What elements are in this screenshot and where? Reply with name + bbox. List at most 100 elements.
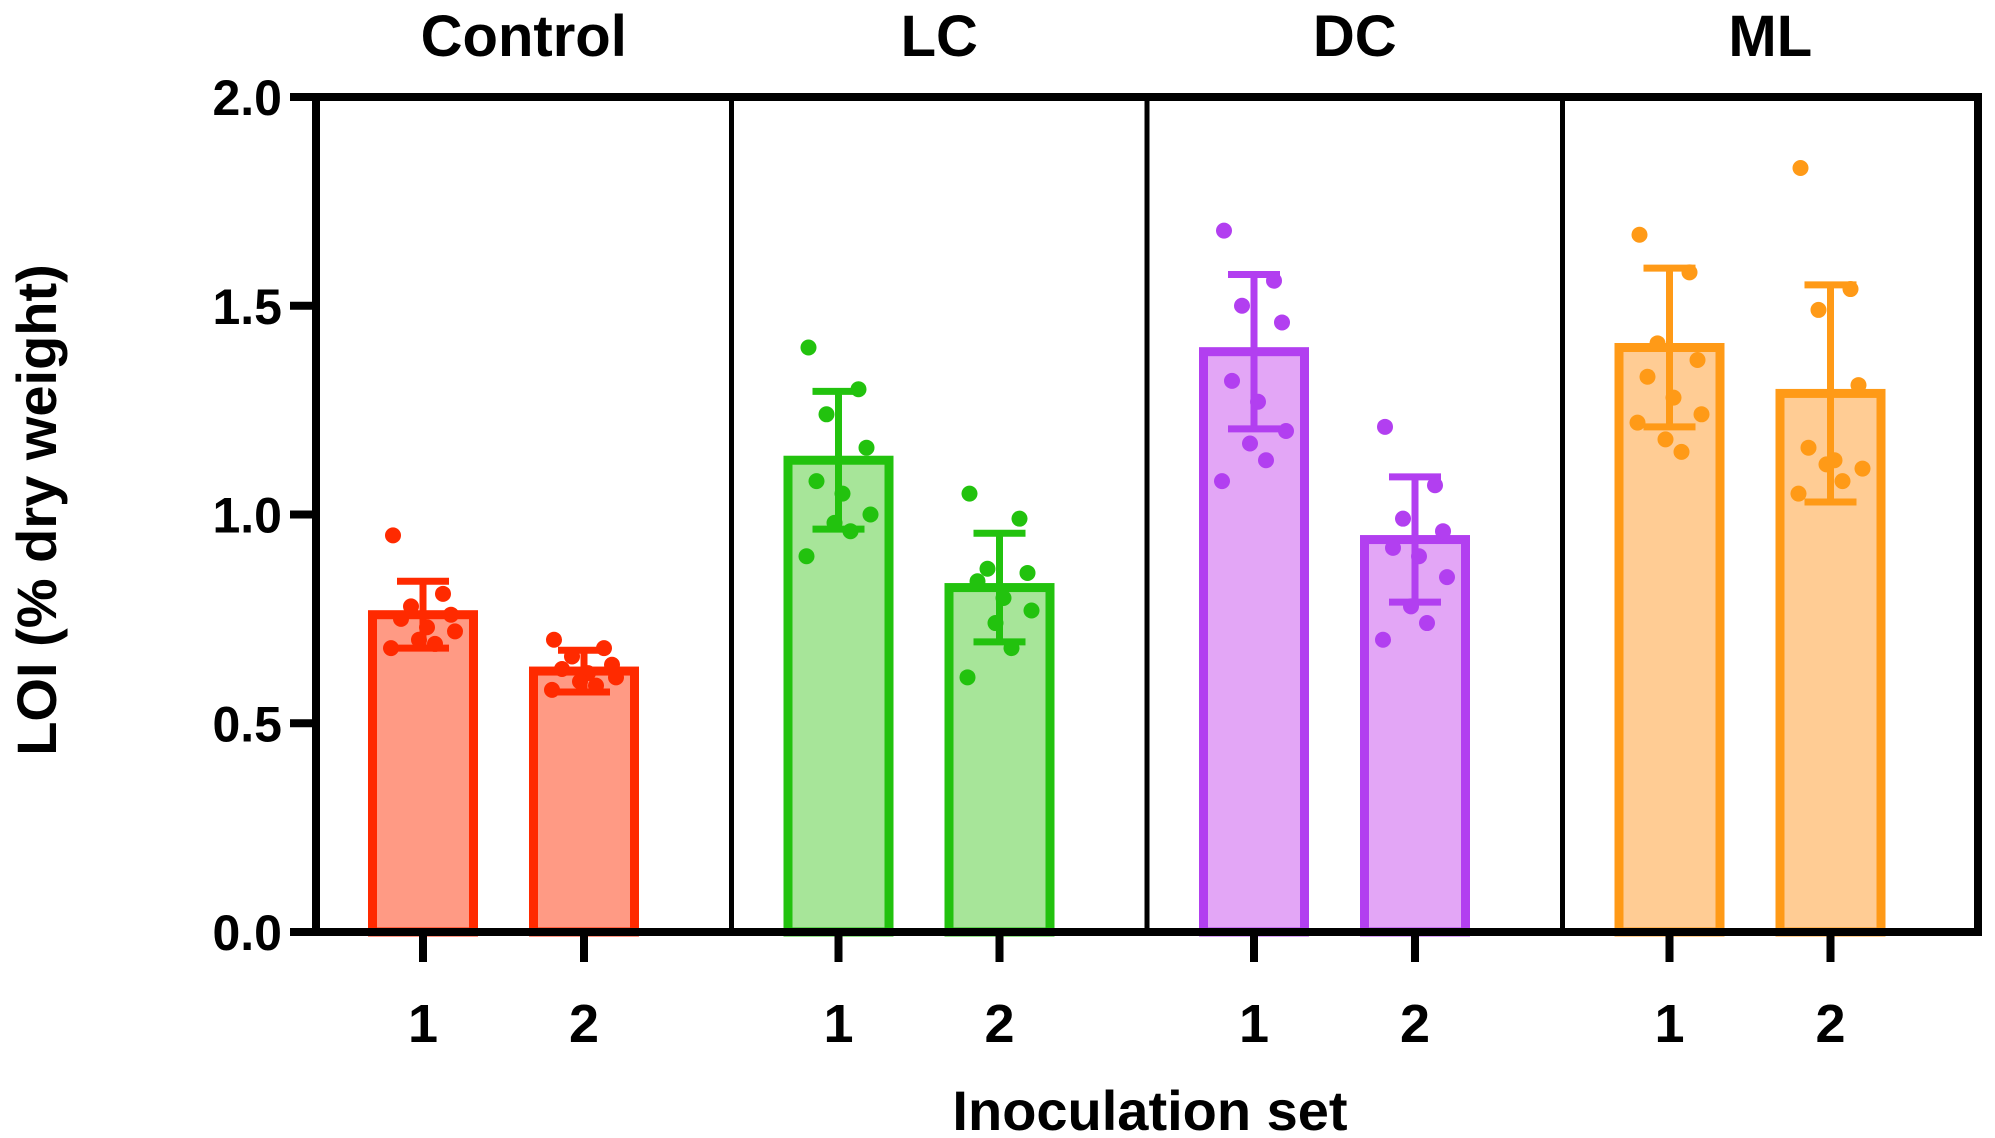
data-point [435, 585, 451, 602]
y-tick-label: 1.0 [212, 488, 282, 544]
data-point [818, 406, 835, 423]
data-point [1011, 510, 1028, 527]
data-point [959, 669, 976, 686]
bar-control-1 [368, 610, 478, 937]
data-point [1657, 431, 1674, 448]
data-point [1419, 615, 1435, 632]
data-point [385, 527, 401, 544]
data-point [604, 656, 620, 673]
y-tick-label: 0.5 [212, 696, 282, 752]
data-point [995, 590, 1012, 606]
data-point [808, 473, 825, 490]
data-point [834, 485, 851, 502]
x-axis-label: Inoculation set [952, 1079, 1347, 1138]
data-point [1003, 640, 1020, 657]
panel-title-dc: DC [1313, 4, 1397, 69]
data-point [393, 610, 409, 627]
data-point [403, 598, 419, 615]
data-point [1385, 539, 1401, 556]
data-point [826, 514, 843, 531]
x-axis: 1 2 1 2 1 2 1 2 [408, 932, 1846, 1054]
data-point [1019, 564, 1036, 581]
data-point [564, 648, 580, 665]
y-axis-label: LOI (% dry weight) [5, 264, 68, 756]
data-point [383, 640, 399, 657]
data-point [979, 560, 996, 577]
bar-lc-1 [783, 455, 894, 937]
data-point [1629, 414, 1646, 431]
data-point [447, 623, 463, 640]
data-point [987, 615, 1004, 632]
data-point [411, 631, 427, 648]
data-point [1810, 301, 1827, 318]
data-point [1242, 435, 1258, 452]
data-point [554, 660, 570, 677]
data-point [419, 619, 435, 636]
x-tick-label: 1 [823, 994, 853, 1054]
data-point [588, 677, 604, 694]
panel-title-ml: ML [1728, 4, 1812, 69]
x-tick-label: 1 [1239, 994, 1269, 1054]
data-point [1818, 456, 1835, 473]
data-point [969, 573, 986, 590]
panel-ml [1614, 159, 1886, 937]
panel-titles: Control LC DC ML [421, 4, 1812, 69]
data-point [1274, 314, 1290, 331]
data-point [961, 485, 978, 502]
panel-control [368, 527, 639, 937]
data-point [862, 506, 879, 523]
data-point [608, 669, 624, 686]
x-tick-label: 2 [1400, 994, 1430, 1054]
data-point [1681, 264, 1698, 281]
data-point [1665, 389, 1682, 406]
data-point [1427, 477, 1443, 494]
panel-lc [783, 339, 1055, 937]
data-point [850, 381, 867, 398]
panel-title-control: Control [421, 4, 627, 69]
x-tick-label: 1 [408, 994, 438, 1054]
x-tick-label: 2 [984, 994, 1014, 1054]
data-point [800, 339, 817, 356]
data-point [1850, 377, 1867, 394]
data-point [1266, 272, 1282, 289]
data-point [1800, 439, 1817, 456]
data-point [1375, 631, 1391, 648]
data-point [1216, 222, 1232, 239]
data-point [1435, 523, 1451, 540]
data-point [798, 548, 815, 565]
panel-title-lc: LC [901, 4, 978, 69]
data-point [1250, 393, 1266, 410]
panel-dc [1199, 222, 1470, 937]
x-tick-label: 2 [569, 994, 599, 1054]
data-point [1689, 352, 1706, 369]
y-axis: 0.0 0.5 1.0 1.5 2.0 [212, 70, 316, 961]
data-point [1395, 510, 1411, 527]
data-point [1790, 485, 1807, 502]
data-point [1258, 452, 1274, 469]
data-point [1439, 569, 1455, 586]
data-point [427, 635, 443, 652]
plot-panels [368, 159, 1886, 937]
data-point [1693, 406, 1710, 423]
data-point [1673, 443, 1690, 460]
x-tick-label: 2 [1815, 994, 1845, 1054]
data-point [1278, 423, 1294, 439]
data-point [1403, 598, 1419, 615]
data-point [1411, 548, 1427, 565]
y-tick-label: 2.0 [212, 70, 282, 126]
data-point [546, 631, 562, 648]
data-point [544, 681, 560, 698]
bar-control-2 [529, 666, 639, 937]
data-point [1023, 602, 1040, 619]
y-tick-label: 1.5 [212, 279, 282, 335]
data-point [572, 673, 588, 690]
data-point [1639, 368, 1656, 385]
data-point [1854, 460, 1871, 477]
x-tick-label: 1 [1654, 994, 1684, 1054]
data-point [443, 606, 459, 623]
data-point [596, 640, 612, 657]
y-tick-label: 0.0 [212, 905, 282, 961]
data-point [1234, 297, 1250, 314]
data-point [1631, 226, 1648, 243]
